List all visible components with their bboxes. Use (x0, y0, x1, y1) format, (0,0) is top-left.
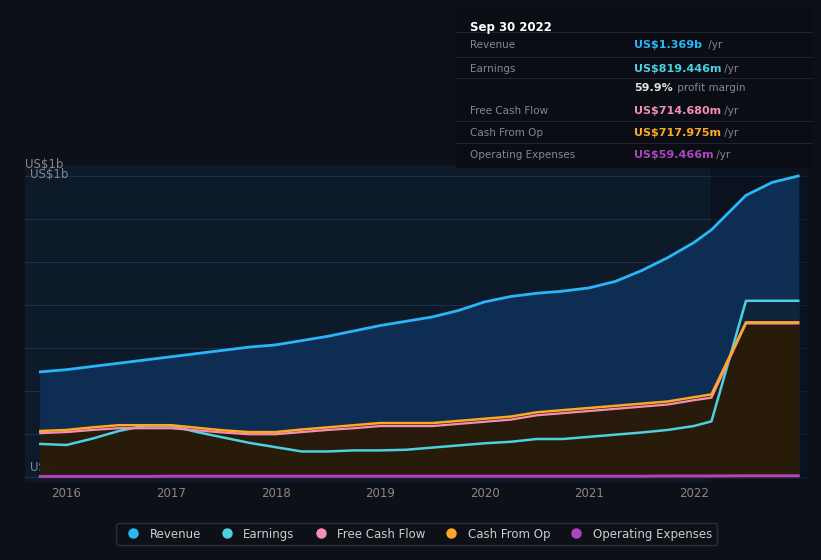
Text: US$1.369b: US$1.369b (635, 40, 702, 50)
Text: /yr: /yr (721, 105, 738, 115)
Bar (712, 165, 809, 482)
Text: /yr: /yr (721, 64, 738, 74)
Text: Sep 30 2022: Sep 30 2022 (470, 21, 552, 34)
Text: Operating Expenses: Operating Expenses (470, 150, 576, 160)
Text: profit margin: profit margin (673, 83, 745, 93)
Text: Revenue: Revenue (470, 40, 515, 50)
Text: /yr: /yr (705, 40, 722, 50)
Text: US$1b: US$1b (25, 158, 63, 171)
Text: Cash From Op: Cash From Op (470, 128, 543, 138)
Text: 59.9%: 59.9% (635, 83, 673, 93)
Legend: Revenue, Earnings, Free Cash Flow, Cash From Op, Operating Expenses: Revenue, Earnings, Free Cash Flow, Cash … (117, 523, 717, 545)
Text: US$714.680m: US$714.680m (635, 105, 722, 115)
Text: US$819.446m: US$819.446m (635, 64, 722, 74)
Text: US$0: US$0 (30, 461, 61, 474)
Text: /yr: /yr (721, 128, 738, 138)
Text: US$59.466m: US$59.466m (635, 150, 713, 160)
Text: US$717.975m: US$717.975m (635, 128, 721, 138)
Text: Earnings: Earnings (470, 64, 516, 74)
Text: US$1b: US$1b (30, 169, 68, 181)
Text: /yr: /yr (713, 150, 730, 160)
Text: Free Cash Flow: Free Cash Flow (470, 105, 548, 115)
